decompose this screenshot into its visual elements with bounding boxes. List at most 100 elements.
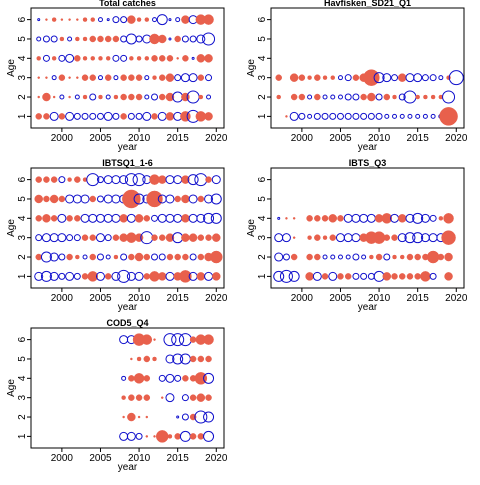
bubble-positive — [157, 34, 167, 44]
bubble-positive — [382, 272, 392, 281]
bubble-negative — [104, 234, 112, 242]
y-tick-label: 1 — [257, 273, 268, 279]
y-tick-label: 4 — [257, 55, 268, 61]
bubble-positive — [205, 176, 212, 183]
bubble-positive — [337, 215, 344, 222]
bubble-positive — [152, 356, 157, 362]
x-axis-label: year — [358, 142, 378, 153]
x-tick-label: 2015 — [167, 293, 190, 304]
bubble-positive — [155, 430, 169, 443]
bubble-negative — [42, 54, 50, 62]
y-tick-label: 3 — [17, 234, 28, 240]
bubble-positive — [136, 56, 142, 61]
bubble-negative — [203, 430, 215, 442]
bubble-positive — [151, 55, 158, 62]
bubble-positive — [141, 334, 153, 345]
bubble-negative — [80, 213, 90, 223]
x-tick-label: 2000 — [51, 133, 74, 144]
bubble-negative — [273, 270, 285, 282]
bubble-negative — [67, 36, 73, 42]
bubble-positive — [104, 273, 112, 280]
bubble-positive — [399, 254, 405, 260]
x-tick-label: 2015 — [407, 293, 430, 304]
bubble-negative — [281, 233, 291, 243]
y-tick-label: 5 — [17, 196, 28, 202]
bubble-negative — [165, 194, 175, 204]
bubble-negative — [359, 213, 369, 223]
bubble-negative — [375, 112, 383, 120]
bubble-negative — [448, 70, 464, 86]
bubble-positive — [45, 76, 48, 79]
bubble-negative — [57, 233, 67, 243]
bubble-negative — [49, 233, 59, 243]
bubble-positive — [81, 234, 89, 241]
bubble-negative — [132, 173, 146, 187]
bubble-positive — [383, 234, 391, 241]
bubble-positive — [151, 113, 158, 120]
bubble-positive — [157, 272, 167, 281]
x-tick-label: 2005 — [89, 133, 112, 144]
bubble-positive — [52, 95, 56, 99]
bubble-negative — [384, 113, 390, 119]
bubble-positive — [437, 253, 445, 261]
y-axis-label: Age — [246, 219, 257, 237]
bubble-positive — [90, 17, 96, 22]
bubble-negative — [279, 269, 293, 283]
bubble-negative — [352, 112, 360, 120]
bubble-positive — [314, 74, 321, 81]
bubble-negative — [343, 233, 353, 243]
bubble-negative — [204, 271, 214, 281]
y-tick-label: 2 — [17, 254, 28, 260]
bubble-negative — [203, 411, 215, 423]
bubble-negative — [119, 175, 129, 185]
bubble-positive — [105, 56, 111, 61]
panel-title: IBTS_Q3 — [349, 158, 387, 168]
x-tick-label: 2010 — [128, 133, 151, 144]
bubble-negative — [40, 251, 52, 263]
bubble-negative — [366, 213, 376, 223]
bubble-negative — [196, 34, 206, 44]
bubble-negative — [95, 213, 105, 223]
bubble-positive — [51, 56, 57, 61]
bubble-negative — [210, 212, 222, 224]
bubble-positive — [285, 115, 288, 118]
bubble-positive — [307, 235, 312, 240]
bubble-positive — [205, 394, 212, 401]
bubble-negative — [165, 373, 175, 383]
bubble-positive — [275, 74, 282, 81]
y-tick-label: 5 — [17, 356, 28, 362]
bubble-negative — [117, 269, 131, 283]
bubble-negative — [103, 194, 113, 204]
bubble-negative — [112, 16, 120, 24]
bubble-negative — [187, 174, 199, 186]
bubble-positive — [285, 217, 288, 220]
bubble-positive — [166, 253, 174, 261]
x-tick-label: 2000 — [291, 133, 314, 144]
bubble-negative — [412, 232, 424, 244]
bubble-positive — [34, 194, 43, 204]
bubble-positive — [189, 394, 197, 401]
bubble-positive — [127, 15, 136, 24]
bubble-positive — [197, 433, 205, 440]
bubble-positive — [165, 92, 175, 102]
bubble-positive — [158, 55, 166, 62]
y-tick-label: 1 — [17, 273, 28, 279]
x-tick-label: 2020 — [205, 133, 228, 144]
bubble-negative — [438, 75, 444, 81]
bubble-positive — [166, 55, 174, 62]
bubble-negative — [298, 112, 306, 120]
panel-ibts-q3: IBTS_Q3 2000 2005 2010 2015 2020 year 1 2 3 4 5 6 Age — [246, 158, 468, 313]
bubble-positive — [35, 176, 42, 183]
bubble-negative — [89, 112, 97, 120]
bubble-negative — [119, 431, 129, 441]
bubble-negative — [134, 271, 144, 281]
bubble-positive — [174, 35, 181, 43]
bubble-positive — [212, 272, 221, 281]
bubble-negative — [73, 112, 81, 120]
bubble-positive — [306, 253, 313, 261]
bubble-positive — [58, 113, 66, 120]
bubble-positive — [153, 435, 156, 438]
bubble-negative — [105, 254, 111, 260]
bubble-positive — [330, 75, 336, 80]
